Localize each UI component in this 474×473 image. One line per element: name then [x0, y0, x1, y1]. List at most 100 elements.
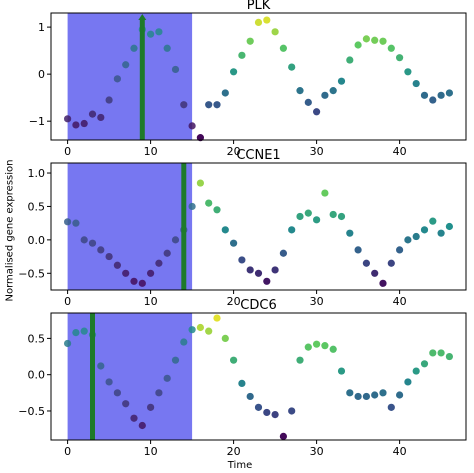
x-tick-label: 30	[310, 295, 324, 308]
data-point	[396, 54, 404, 62]
data-point	[354, 246, 362, 254]
x-tick-label: 10	[144, 145, 158, 158]
x-tick-label: 40	[393, 295, 407, 308]
data-point	[196, 134, 204, 142]
figure-ylabel: Normalised gene expression	[4, 159, 16, 302]
data-point	[72, 121, 80, 129]
data-point	[263, 277, 271, 285]
data-point	[130, 277, 138, 285]
data-point	[346, 56, 354, 64]
x-tick-label: 40	[393, 445, 407, 458]
data-point	[362, 35, 370, 43]
data-point	[163, 249, 171, 257]
data-point	[254, 18, 263, 27]
data-point	[221, 226, 229, 234]
data-point	[171, 65, 180, 74]
data-point	[354, 392, 362, 401]
time-marker-arrowhead	[138, 14, 147, 20]
data-point	[329, 87, 337, 95]
y-tick-label: 0.5	[28, 332, 46, 345]
data-point	[321, 91, 329, 99]
data-point	[404, 378, 412, 386]
data-point	[288, 226, 296, 234]
data-point	[180, 338, 188, 346]
window-region	[67, 313, 193, 440]
data-point	[288, 63, 296, 71]
y-tick-label: −0.5	[18, 267, 45, 280]
data-point	[412, 79, 420, 88]
data-point	[429, 349, 437, 357]
data-point	[296, 212, 304, 221]
data-point	[263, 16, 271, 24]
data-point	[64, 218, 72, 226]
data-point	[346, 389, 354, 397]
data-point	[279, 432, 287, 440]
data-point	[437, 91, 445, 99]
data-point	[230, 239, 238, 247]
data-point	[296, 87, 304, 95]
data-point	[246, 37, 254, 45]
data-point	[113, 261, 121, 269]
data-point	[138, 279, 146, 287]
data-point	[230, 356, 238, 364]
data-point	[396, 246, 404, 254]
data-point	[279, 44, 287, 52]
data-point	[230, 68, 238, 76]
data-point	[196, 323, 204, 332]
axes-frame	[50, 12, 467, 141]
data-point	[254, 269, 263, 277]
data-point	[188, 202, 196, 211]
data-point	[271, 266, 279, 274]
data-point	[379, 389, 387, 397]
data-point	[387, 44, 395, 52]
y-tick-label: 0.0	[28, 234, 46, 247]
data-point	[88, 110, 97, 118]
data-point	[138, 421, 146, 430]
data-point	[171, 356, 180, 364]
data-point	[205, 101, 213, 109]
points	[64, 314, 453, 440]
data-point	[371, 269, 379, 277]
data-point	[313, 340, 321, 348]
data-point	[445, 352, 453, 361]
data-point	[130, 414, 138, 422]
panel-title: CCNE1	[236, 148, 280, 163]
data-point	[387, 403, 395, 411]
data-point	[412, 232, 420, 241]
data-point	[337, 212, 346, 221]
data-point	[362, 259, 370, 267]
data-point	[88, 239, 97, 247]
data-point	[354, 41, 362, 49]
data-point	[263, 408, 271, 417]
data-point	[122, 61, 130, 69]
data-point	[196, 179, 204, 187]
data-point	[304, 98, 312, 106]
data-point	[80, 236, 88, 244]
figure-xlabel: Time	[227, 460, 253, 471]
y-tick-label: −1	[29, 115, 45, 128]
x-tick-label: 10	[144, 295, 158, 308]
data-point	[246, 392, 254, 401]
data-point	[362, 392, 370, 401]
data-point	[288, 407, 296, 415]
y-tick-label: 0.5	[28, 200, 46, 213]
data-point	[329, 345, 337, 353]
data-point	[72, 328, 80, 337]
x-tick-label: 0	[64, 295, 71, 308]
data-point	[213, 314, 221, 322]
data-point	[188, 326, 196, 334]
data-point	[296, 356, 304, 364]
data-point	[221, 334, 229, 342]
data-point	[64, 115, 72, 123]
data-point	[213, 206, 221, 214]
data-point	[420, 360, 429, 368]
data-point	[429, 217, 437, 225]
data-point	[420, 91, 429, 99]
data-point	[105, 96, 113, 104]
data-point	[155, 389, 163, 397]
data-point	[337, 77, 346, 85]
data-point	[97, 113, 105, 122]
data-point	[238, 379, 246, 387]
x-tick-label: 0	[64, 445, 71, 458]
